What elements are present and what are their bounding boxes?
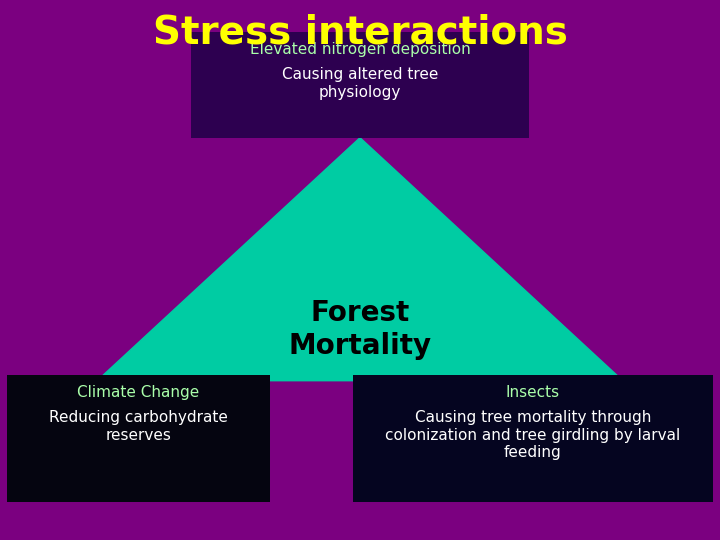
FancyBboxPatch shape (353, 375, 713, 502)
Text: Forest
Mortality: Forest Mortality (289, 299, 431, 360)
Text: Stress interactions: Stress interactions (153, 14, 567, 51)
FancyBboxPatch shape (7, 375, 270, 502)
Text: Causing altered tree
physiology: Causing altered tree physiology (282, 68, 438, 100)
Text: Causing tree mortality through
colonization and tree girdling by larval
feeding: Causing tree mortality through colonizat… (385, 410, 680, 460)
Polygon shape (97, 138, 623, 381)
FancyBboxPatch shape (191, 32, 529, 138)
Text: Insects: Insects (505, 385, 560, 400)
Text: Reducing carbohydrate
reserves: Reducing carbohydrate reserves (49, 410, 228, 443)
Text: Climate Change: Climate Change (78, 385, 199, 400)
Text: Elevated nitrogen deposition: Elevated nitrogen deposition (250, 42, 470, 57)
